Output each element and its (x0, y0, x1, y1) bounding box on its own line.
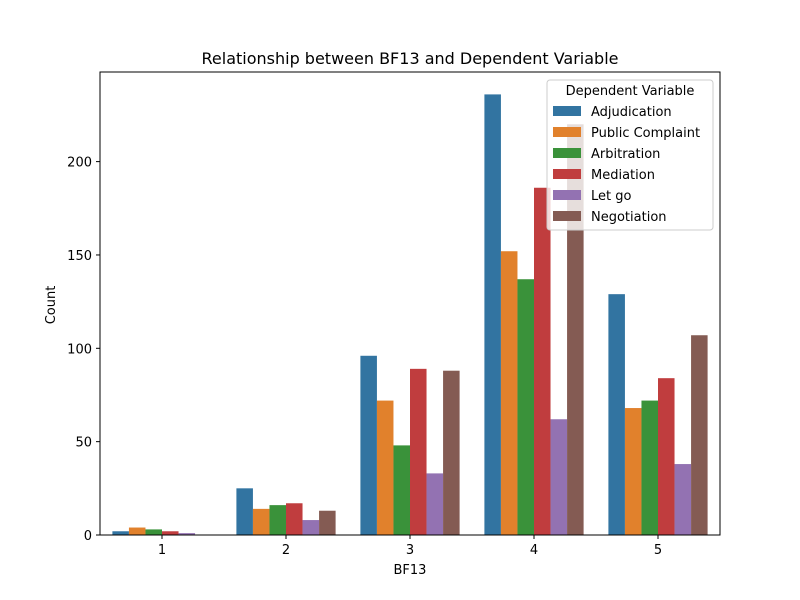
y-tick-label: 200 (67, 156, 92, 171)
axes-group: 0 50 100 150 200 1 2 3 4 5 (67, 71, 721, 558)
y-tick-label: 100 (67, 342, 92, 357)
y-tick-label: 50 (75, 436, 92, 451)
y-axis-label: Count (44, 286, 59, 325)
bar (674, 464, 692, 535)
bar (112, 531, 129, 535)
bar (178, 533, 196, 535)
bar (500, 251, 518, 535)
bar (608, 294, 625, 535)
x-tick-label: 1 (158, 543, 166, 558)
chart-title: Relationship between BF13 and Dependent … (202, 49, 619, 68)
legend-swatch (553, 106, 581, 116)
bar (286, 503, 303, 535)
legend-entry: Mediation (591, 168, 655, 183)
legend-entry: Public Complaint (591, 126, 700, 141)
bar (534, 187, 551, 535)
legend-entry: Adjudication (591, 105, 672, 120)
legend-entry: Let go (591, 189, 631, 204)
bar (410, 368, 427, 535)
legend-title: Dependent Variable (566, 84, 695, 99)
bar (550, 419, 568, 535)
bar (360, 355, 377, 535)
bar (128, 527, 146, 535)
y-tick-label: 0 (84, 529, 92, 544)
legend: Dependent Variable Adjudication Public Com… (546, 79, 714, 231)
bar (641, 400, 658, 535)
legend-swatch (553, 169, 581, 179)
x-tick-label: 3 (406, 543, 414, 558)
bar (319, 510, 336, 535)
legend-swatch (553, 127, 581, 137)
legend-box (546, 79, 714, 231)
bar (376, 400, 394, 535)
bar (393, 445, 410, 535)
x-tick-label: 4 (530, 543, 538, 558)
bar (302, 520, 320, 535)
bar (691, 335, 708, 535)
y-tick-label: 150 (67, 249, 92, 264)
bar (624, 408, 642, 535)
legend-swatch (553, 190, 581, 200)
bar (269, 505, 286, 535)
x-axis-label: BF13 (394, 563, 427, 578)
bar (517, 279, 534, 535)
bar (484, 94, 501, 535)
bar (162, 531, 179, 535)
bar (145, 529, 162, 535)
bar (443, 370, 460, 535)
bar (658, 378, 675, 535)
bar (426, 473, 444, 535)
bar (236, 488, 253, 535)
x-tick-label: 5 (654, 543, 662, 558)
x-tick-label: 2 (282, 543, 290, 558)
bar (252, 508, 270, 535)
legend-entry: Arbitration (591, 147, 660, 162)
legend-swatch (553, 211, 581, 221)
legend-swatch (553, 148, 581, 158)
legend-entry: Negotiation (591, 210, 667, 225)
